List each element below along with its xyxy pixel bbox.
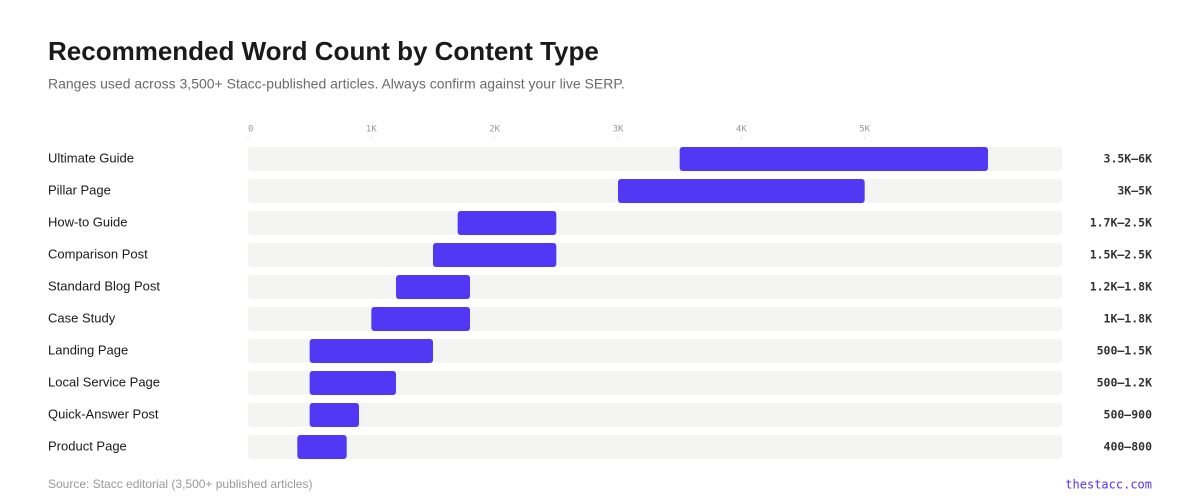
category-label: Local Service Page xyxy=(48,374,160,389)
range-label: 1K–1.8K xyxy=(1104,312,1153,326)
category-label: Pillar Page xyxy=(48,182,111,197)
source: Source: Stacc editorial (3,500+ publishe… xyxy=(48,477,312,491)
range-label: 400–800 xyxy=(1104,440,1153,454)
bar xyxy=(371,307,470,331)
range-label: 1.2K–1.8K xyxy=(1090,280,1152,294)
range-label: 500–1.2K xyxy=(1097,376,1152,390)
category-label: Landing Page xyxy=(48,342,128,357)
range-label: 500–1.5K xyxy=(1097,344,1152,358)
x-tick-label: 2K xyxy=(489,125,500,135)
brand-link[interactable]: thestacc.com xyxy=(1065,478,1152,492)
track xyxy=(248,435,1062,459)
range-label: 1.5K–2.5K xyxy=(1090,248,1152,262)
category-label: Standard Blog Post xyxy=(48,278,160,293)
x-tick-label: 0 xyxy=(248,125,253,135)
bar xyxy=(679,147,988,171)
track xyxy=(248,307,1062,331)
track xyxy=(248,339,1062,363)
range-label: 3.5K–6K xyxy=(1104,152,1153,166)
track xyxy=(248,211,1062,235)
track xyxy=(248,275,1062,299)
category-label: Comparison Post xyxy=(48,246,148,261)
bar xyxy=(309,339,433,363)
bar xyxy=(309,371,396,395)
bar xyxy=(457,211,557,235)
x-tick-label: 3K xyxy=(613,125,624,135)
x-tick-label: 5K xyxy=(859,125,870,135)
category-label: Product Page xyxy=(48,438,127,453)
category-label: How-to Guide xyxy=(48,214,127,229)
track xyxy=(248,243,1062,267)
x-tick-label: 4K xyxy=(736,125,747,135)
range-label: 500–900 xyxy=(1104,408,1153,422)
bar xyxy=(433,243,557,267)
x-tick-label: 1K xyxy=(366,125,377,135)
track xyxy=(248,371,1062,395)
bar xyxy=(396,275,470,299)
track xyxy=(248,403,1062,427)
bar xyxy=(618,179,865,203)
chart-title: Recommended Word Count by Content Type xyxy=(48,36,599,66)
chart-subtitle: Ranges used across 3,500+ Stacc-publishe… xyxy=(48,76,625,92)
bar xyxy=(309,403,359,427)
category-label: Case Study xyxy=(48,310,116,325)
range-label: 1.7K–2.5K xyxy=(1090,216,1152,230)
category-label: Quick-Answer Post xyxy=(48,406,159,421)
category-label: Ultimate Guide xyxy=(48,150,134,165)
bar xyxy=(297,435,347,459)
range-label: 3K–5K xyxy=(1117,184,1152,198)
